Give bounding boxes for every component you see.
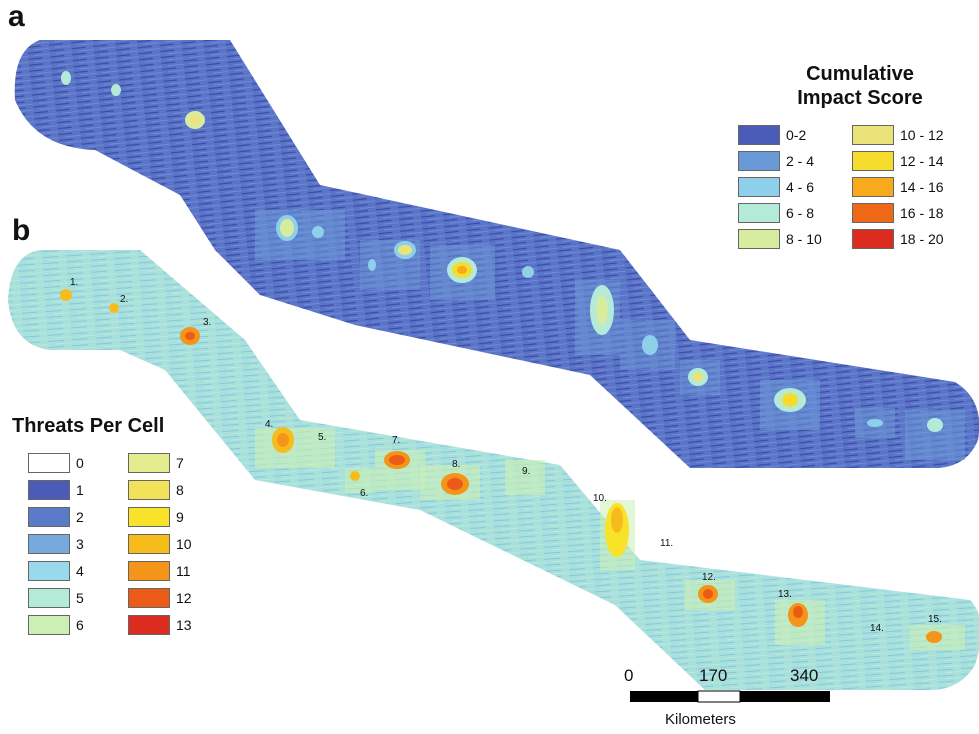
threats-legend-label: 11 — [176, 563, 191, 579]
threats-legend-swatch — [128, 453, 170, 473]
hotspot-label-1: 1. — [70, 277, 78, 288]
threats-legend-swatch — [28, 615, 70, 635]
impact-legend-label: 2 - 4 — [786, 153, 815, 169]
threats-legend-swatch — [28, 561, 70, 581]
impact-legend-label: 6 - 8 — [786, 205, 815, 221]
impact-legend-title: Cumulative Impact Score — [760, 62, 960, 110]
panel-label-a: a — [8, 0, 25, 33]
impact-legend-swatch — [852, 229, 894, 249]
hotspot-label-15: 15. — [928, 614, 942, 625]
impact-legend-swatch — [852, 151, 894, 171]
threats-legend-swatch — [28, 480, 70, 500]
threats-legend-label: 3 — [76, 536, 84, 552]
threats-legend-label: 4 — [76, 563, 84, 579]
impact-legend-label: 18 - 20 — [900, 231, 944, 247]
threats-legend-swatch — [128, 561, 170, 581]
impact-legend-swatch — [738, 125, 780, 145]
impact-legend-swatch — [738, 203, 780, 223]
impact-map-a — [14, 40, 979, 468]
impact-legend-label: 4 - 6 — [786, 179, 815, 195]
hotspot-label-14: 14. — [870, 623, 884, 634]
threats-legend-label: 7 — [176, 455, 184, 471]
impact-legend-title-line2: Impact Score — [797, 87, 923, 109]
impact-legend-label: 16 - 18 — [900, 205, 944, 221]
threats-legend-swatch — [28, 453, 70, 473]
threats-legend-swatch — [28, 507, 70, 527]
hotspot-label-12: 12. — [702, 572, 716, 583]
threats-legend-swatch — [128, 588, 170, 608]
threats-legend-swatch — [128, 615, 170, 635]
threats-map-b: 1. 2. 3. 4. 5. 6. 7. 8. 9. 10. 11. 12. 1… — [8, 250, 979, 690]
hotspot-label-7: 7. — [392, 435, 400, 446]
threats-legend-swatch — [128, 480, 170, 500]
threats-legend-label: 1 — [76, 482, 84, 498]
hotspot-label-11: 11. — [660, 538, 673, 549]
panel-label-b: b — [12, 214, 31, 247]
impact-legend-swatch — [852, 177, 894, 197]
impact-legend-title-line1: Cumulative — [806, 63, 914, 85]
hotspot-label-2: 2. — [120, 294, 128, 305]
scale-tick-170: 170 — [699, 666, 728, 685]
impact-legend-swatch — [738, 151, 780, 171]
threats-legend-label: 5 — [76, 590, 84, 606]
threats-legend-label: 0 — [76, 455, 84, 471]
scale-tick-340: 340 — [790, 666, 819, 685]
impact-legend-swatch — [738, 177, 780, 197]
hotspot-label-10: 10. — [593, 493, 607, 504]
hotspot-label-3: 3. — [203, 317, 211, 328]
threats-legend-title: Threats Per Cell — [12, 415, 165, 437]
impact-legend-swatch — [852, 203, 894, 223]
threats-legend-swatch — [128, 534, 170, 554]
hotspot-label-5: 5. — [318, 432, 326, 443]
threats-legend-label: 9 — [176, 509, 184, 525]
impact-legend-label: 8 - 10 — [786, 231, 822, 247]
threats-legend-swatch — [28, 534, 70, 554]
threats-legend-label: 2 — [76, 509, 84, 525]
threats-legend-swatch — [128, 507, 170, 527]
hotspot-label-6: 6. — [360, 488, 368, 499]
threats-legend-label: 6 — [76, 617, 84, 633]
hotspot-label-4: 4. — [265, 419, 273, 430]
impact-legend-swatch — [738, 229, 780, 249]
hotspot-label-9: 9. — [522, 466, 530, 477]
scale-tick-0: 0 — [624, 666, 634, 685]
scale-unit: Kilometers — [665, 711, 736, 728]
impact-legend-swatch — [852, 125, 894, 145]
threats-legend-label: 10 — [176, 536, 192, 552]
impact-legend-label: 0-2 — [786, 127, 807, 143]
threats-legend-swatch — [28, 588, 70, 608]
impact-legend-label: 14 - 16 — [900, 179, 944, 195]
threats-legend-label: 8 — [176, 482, 184, 498]
hotspot-label-8: 8. — [452, 459, 460, 470]
threats-legend-label: 13 — [176, 617, 192, 633]
impact-legend-label: 10 - 12 — [900, 127, 944, 143]
threats-legend-label: 12 — [176, 590, 192, 606]
scale-bar — [630, 690, 830, 703]
hotspot-label-13: 13. — [778, 589, 792, 600]
impact-legend-label: 12 - 14 — [900, 153, 944, 169]
